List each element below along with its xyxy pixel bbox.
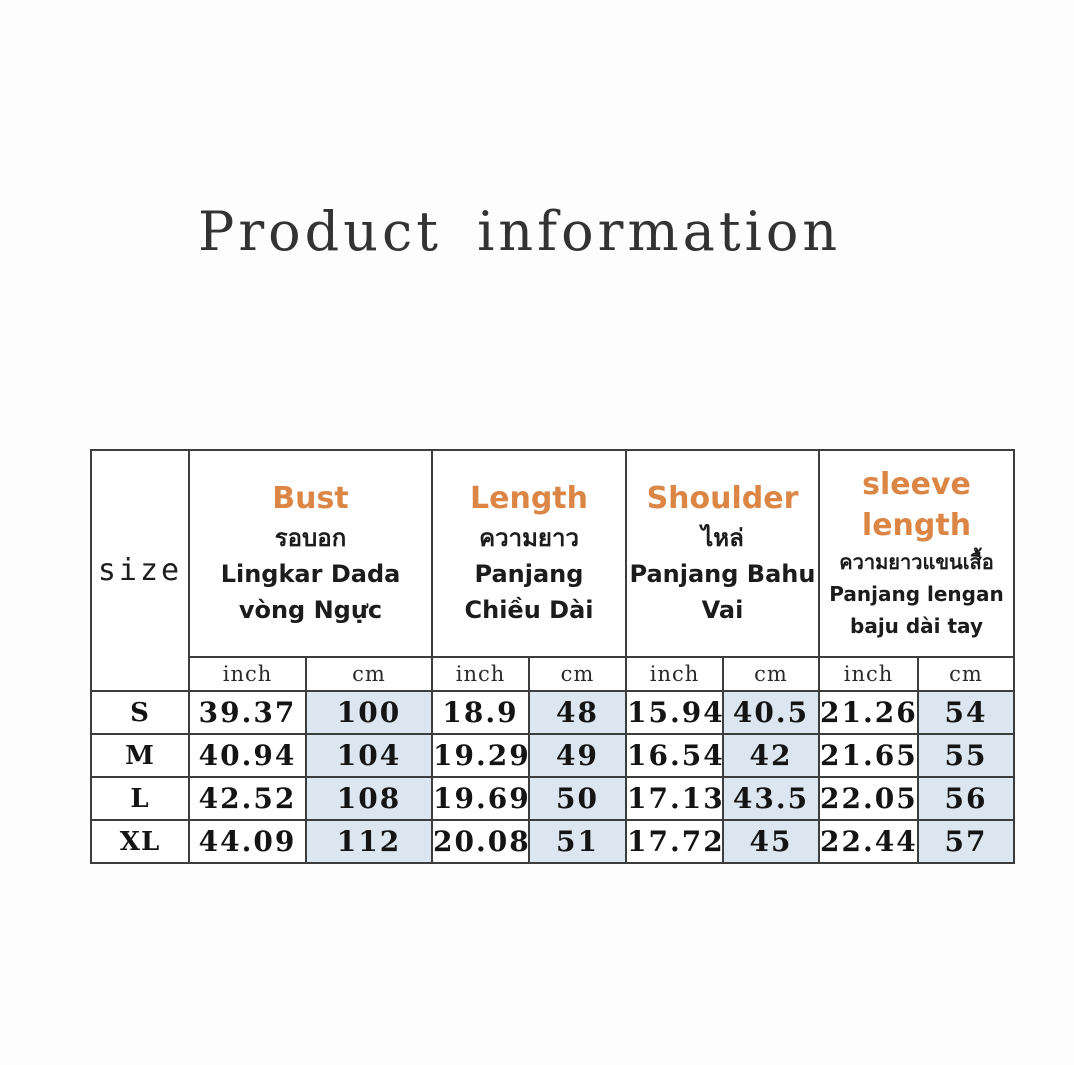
measurement-cell: 51	[528, 819, 627, 864]
measurement-cell: 56	[917, 776, 1015, 821]
unit-cell-inch: inch	[188, 656, 307, 692]
sleeve-label-id: Panjang lengan	[829, 582, 1004, 606]
bust-column-header: Bust รอบอก Lingkar Dada vòng Ngực	[188, 449, 433, 658]
measurement-cell: 108	[305, 776, 433, 821]
measurement-cell: 17.72	[625, 819, 724, 864]
length-label-th: ความยาว	[479, 523, 579, 552]
measurement-cell: 48	[528, 690, 627, 735]
size-row-m: M 40.94 104 19.29 49 16.54 42 21.65 55	[90, 733, 1015, 778]
unit-cell-inch: inch	[818, 656, 919, 692]
measurement-cell: 22.44	[818, 819, 919, 864]
bust-label-vi: vòng Ngực	[238, 595, 383, 624]
measurement-cell: 45	[722, 819, 820, 864]
measurement-cell: 22.05	[818, 776, 919, 821]
unit-cell-inch: inch	[431, 656, 530, 692]
measurement-cell: 19.69	[431, 776, 530, 821]
measurement-cell: 42	[722, 733, 820, 778]
measurement-cell: 19.29	[431, 733, 530, 778]
length-label-vi: Chiều Dài	[464, 595, 594, 624]
sleeve-label-en-2: length	[861, 507, 972, 543]
unit-cell-cm: cm	[917, 656, 1015, 692]
unit-cell-cm: cm	[528, 656, 627, 692]
size-row-s: S 39.37 100 18.9 48 15.94 40.5 21.26 54	[90, 690, 1015, 735]
measurement-cell: 54	[917, 690, 1015, 735]
bust-label-en: Bust	[272, 481, 349, 517]
measurement-cell: 55	[917, 733, 1015, 778]
bust-label-id: Lingkar Dada	[220, 559, 401, 588]
measurement-cell: 40.5	[722, 690, 820, 735]
size-label: L	[90, 776, 190, 821]
sleeve-label-vi: baju dài tay	[850, 614, 983, 638]
shoulder-label-id: Panjang Bahu	[629, 559, 816, 588]
shoulder-column-header: Shoulder ไหล่ Panjang Bahu Vai	[625, 449, 820, 658]
sleeve-label-th: ความยาวแขนเสื้อ	[839, 550, 994, 574]
measurement-cell: 20.08	[431, 819, 530, 864]
measurement-cell: 18.9	[431, 690, 530, 735]
size-table: size Bust รอบอก Lingkar Dada vòng Ngực L…	[90, 449, 1015, 864]
page-title: Product information	[198, 200, 842, 263]
measurement-cell: 57	[917, 819, 1015, 864]
unit-cell-cm: cm	[305, 656, 433, 692]
bust-label-th: รอบอก	[274, 523, 347, 552]
size-label: M	[90, 733, 190, 778]
measurement-cell: 42.52	[188, 776, 307, 821]
measurement-cell: 100	[305, 690, 433, 735]
size-label: XL	[90, 819, 190, 864]
size-label: S	[90, 690, 190, 735]
shoulder-label-th: ไหล่	[701, 523, 744, 552]
shoulder-label-vi: Vai	[701, 595, 744, 624]
measurement-cell: 16.54	[625, 733, 724, 778]
table-header-row: size Bust รอบอก Lingkar Dada vòng Ngực L…	[90, 449, 1015, 692]
length-column-header: Length ความยาว Panjang Chiều Dài	[431, 449, 627, 658]
units-row: inch cm inch cm inch cm inch cm	[91, 656, 1015, 692]
measurement-cell: 15.94	[625, 690, 724, 735]
shoulder-label-en: Shoulder	[646, 481, 799, 517]
measurement-cell: 104	[305, 733, 433, 778]
measurement-cell: 40.94	[188, 733, 307, 778]
measurement-cell: 21.26	[818, 690, 919, 735]
length-label-id: Panjang	[474, 559, 584, 588]
measurement-cell: 50	[528, 776, 627, 821]
size-row-xl: XL 44.09 112 20.08 51 17.72 45 22.44 57	[90, 819, 1015, 864]
measurement-cell: 49	[528, 733, 627, 778]
measurement-cell: 43.5	[722, 776, 820, 821]
measurement-cell: 39.37	[188, 690, 307, 735]
sleeve-label-en-1: sleeve	[862, 467, 971, 502]
measurement-cell: 21.65	[818, 733, 919, 778]
measurement-cell: 44.09	[188, 819, 307, 864]
measurement-cell: 112	[305, 819, 433, 864]
size-row-l: L 42.52 108 19.69 50 17.13 43.5 22.05 56	[90, 776, 1015, 821]
sleeve-length-column-header: sleeve length ความยาวแขนเสื้อ Panjang le…	[818, 449, 1015, 658]
measurement-cell: 17.13	[625, 776, 724, 821]
unit-cell-inch: inch	[625, 656, 724, 692]
unit-cell-cm: cm	[722, 656, 820, 692]
length-label-en: Length	[470, 481, 588, 517]
size-column-header: size	[90, 449, 190, 692]
